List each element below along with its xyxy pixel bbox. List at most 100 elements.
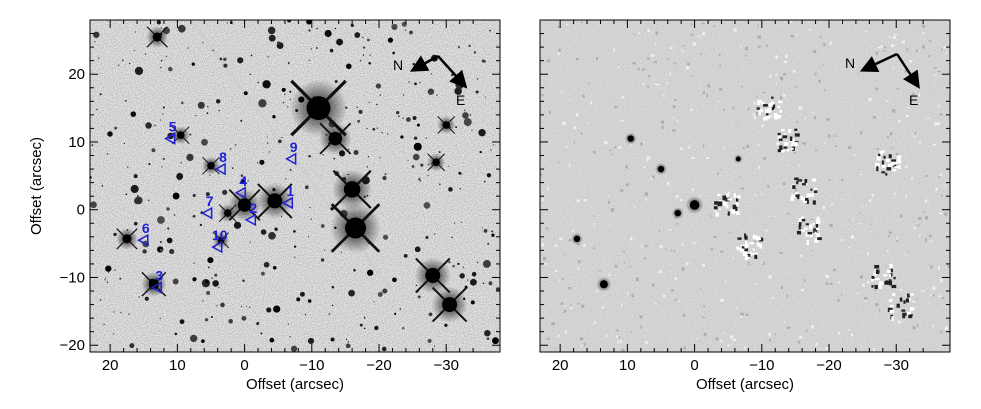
right-residual-blob-pixel: [800, 229, 806, 232]
left-field-star: [282, 101, 285, 104]
left-field-star: [273, 305, 281, 313]
right-noise-speckle: [728, 191, 731, 194]
left-field-star: [267, 56, 269, 58]
right-noise-speckle: [925, 238, 928, 242]
right-residual-blob-pixel: [760, 101, 765, 105]
left-field-star: [130, 184, 139, 194]
right-noise-speckle: [929, 240, 933, 242]
right-noise-speckle: [774, 332, 776, 336]
right-residual-blob-pixel: [891, 169, 897, 172]
right-residual-blob-pixel: [881, 164, 886, 168]
right-noise-speckle: [685, 262, 689, 266]
right-noise-speckle: [570, 304, 573, 307]
right-noise-speckle: [621, 96, 625, 99]
right-noise-speckle: [541, 94, 544, 97]
right-residual-blob-pixel: [797, 194, 800, 197]
left-field-star: [260, 332, 263, 335]
right-residual-blob-pixel: [713, 206, 718, 210]
right-noise-speckle: [888, 231, 892, 234]
right-noise-speckle: [651, 283, 655, 287]
left-field-star: [392, 26, 397, 30]
right-noise-speckle: [888, 131, 890, 135]
right-residual-blob-pixel: [893, 276, 896, 280]
right-noise-speckle: [703, 332, 707, 337]
right-noise-speckle: [610, 153, 613, 155]
left-field-star: [366, 269, 374, 276]
left-field-star: [359, 323, 363, 327]
right-noise-speckle: [567, 286, 572, 290]
right-noise-speckle: [814, 116, 817, 120]
right-noise-speckle: [915, 49, 918, 53]
right-residual-blob-pixel: [765, 113, 769, 118]
left-field-star: [174, 332, 178, 336]
right-source: [627, 135, 634, 142]
right-noise-speckle: [693, 242, 697, 244]
left-field-star: [134, 31, 137, 33]
right-residual-blob-pixel: [770, 101, 775, 105]
right-residual-blob-pixel: [888, 299, 893, 302]
left-field-star: [460, 221, 463, 223]
right-residual-blob-pixel: [805, 223, 809, 226]
right-noise-speckle: [583, 199, 587, 202]
right-noise-speckle: [672, 129, 676, 132]
right-residual-blob-pixel: [795, 192, 799, 195]
right-residual-blob-pixel: [811, 178, 817, 182]
left-field-star: [235, 144, 237, 146]
left-field-star: [478, 128, 486, 137]
right-noise-speckle: [655, 31, 659, 35]
right-residual-blob-pixel: [879, 151, 883, 155]
right-residual-blob-pixel: [786, 148, 790, 152]
left-field-star: [191, 62, 195, 66]
left-field-star: [409, 30, 413, 35]
right-noise-speckle: [646, 158, 648, 162]
left-field-star: [363, 327, 366, 330]
right-residual-blob-pixel: [889, 264, 893, 269]
right-noise-speckle: [613, 105, 618, 108]
left-field-star: [469, 114, 472, 116]
right-noise-speckle: [673, 117, 675, 119]
left-field-star: [204, 318, 209, 322]
left-field-star: [250, 54, 253, 57]
left-field-star: [447, 165, 449, 167]
left-field-star: [187, 47, 189, 49]
right-noise-speckle: [939, 278, 943, 283]
right-noise-speckle: [714, 209, 717, 212]
right-noise-speckle: [647, 85, 649, 88]
left-field-star: [362, 46, 366, 49]
right-noise-speckle: [751, 350, 754, 352]
left-field-star: [329, 48, 334, 53]
left-bright-star-core: [343, 181, 361, 198]
right-residual-blob-pixel: [887, 164, 892, 169]
right-compass: N E: [845, 52, 920, 108]
left-field-star: [160, 59, 163, 62]
right-noise-speckle: [857, 72, 860, 75]
right-noise-speckle: [864, 299, 867, 302]
left-field-star: [151, 148, 156, 153]
left-field-star: [138, 199, 140, 201]
left-field-star: [202, 42, 204, 44]
left-field-star: [145, 122, 152, 129]
left-panel-noise: [90, 20, 500, 352]
left-field-star: [104, 279, 106, 281]
right-noise-speckle: [681, 243, 684, 246]
right-noise-speckle: [796, 34, 798, 36]
right-noise-speckle: [723, 147, 725, 149]
right-noise-speckle: [824, 89, 826, 91]
left-field-star: [209, 174, 211, 176]
right-noise-speckle: [891, 147, 894, 149]
left-field-star: [223, 57, 227, 62]
left-y-tick-label: −10: [60, 269, 85, 286]
right-residual-blob-pixel: [777, 135, 781, 139]
left-field-star: [296, 297, 301, 302]
left-field-star: [166, 207, 170, 211]
right-noise-speckle: [582, 94, 585, 98]
right-noise-speckle: [786, 326, 791, 329]
right-noise-speckle: [831, 202, 833, 206]
left-field-star: [218, 109, 220, 112]
right-source: [735, 156, 741, 162]
right-residual-blob-pixel: [804, 178, 808, 184]
right-noise-speckle: [561, 90, 563, 94]
right-noise-speckle: [633, 34, 636, 36]
right-residual-blob-pixel: [909, 293, 914, 296]
right-noise-speckle: [580, 132, 583, 135]
